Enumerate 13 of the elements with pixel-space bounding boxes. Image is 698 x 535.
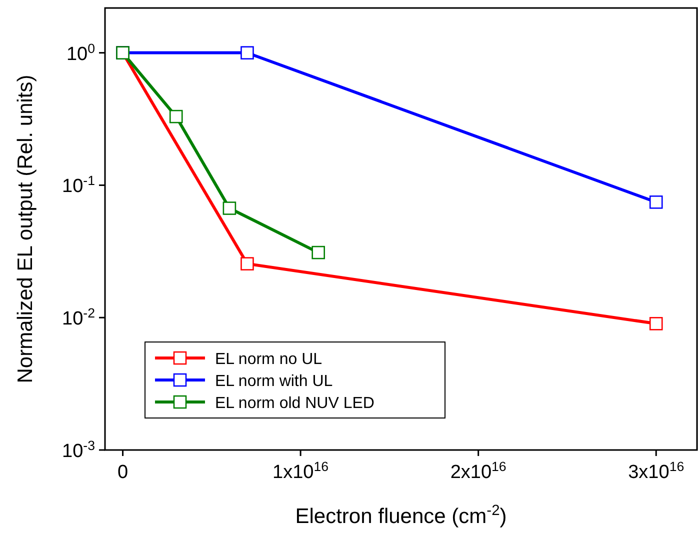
y-tick-label: 10$^{-1}$ xyxy=(62,172,95,198)
legend-label: EL norm with UL xyxy=(215,373,333,390)
y-axis-title: Normalized EL output (Rel. units) xyxy=(14,74,37,384)
x-tick-label: 3x10$^{16}$ xyxy=(628,458,684,483)
x-tick-label: 1x10$^{16}$ xyxy=(272,458,329,483)
y-tick-label: 10$^{-2}$ xyxy=(62,305,95,330)
y-tick-label: 10$^{0}$ xyxy=(66,40,95,65)
x-tick-label: 0 xyxy=(117,462,128,483)
x-axis-title: Electron fluence (cm$^{-2}$) xyxy=(295,503,507,528)
legend-label: EL norm old NUV LED xyxy=(215,395,374,412)
legend-label: EL norm no UL xyxy=(215,351,322,368)
x-tick-label: 2x10$^{16}$ xyxy=(450,458,506,483)
y-tick-label: 10$^{-3}$ xyxy=(62,438,95,462)
